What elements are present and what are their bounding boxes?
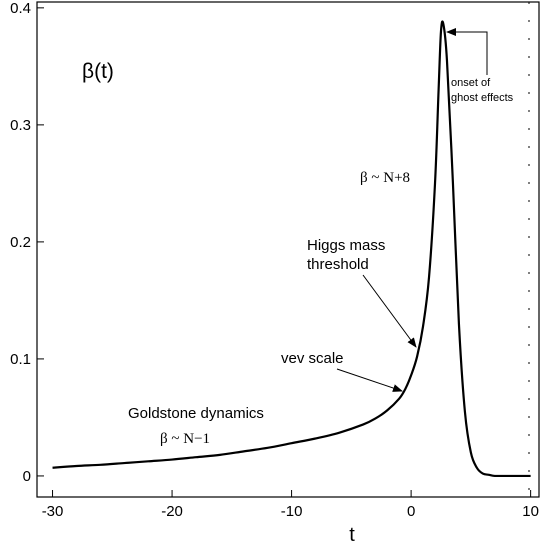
y-tick-label: 0.1	[10, 351, 31, 368]
annotation-higgs-arrow	[362, 274, 417, 348]
annotation-onset-line1: onset of	[451, 77, 491, 89]
y-tick-label: 0.4	[10, 0, 31, 17]
y-tick-label: 0.3	[10, 117, 31, 134]
plot-frame	[36, 1, 540, 498]
annotation-vev-arrow	[336, 368, 403, 392]
x-tick-label: -10	[281, 503, 303, 520]
y-tick-label: 0.2	[10, 234, 31, 251]
annotation-onset-line2: ghost effects	[451, 92, 514, 104]
x-axis-title: t	[349, 524, 355, 544]
y-axis-ticks: 0 0.1 0.2 0.3 0.4	[10, 0, 44, 485]
annotation-vev-scale: vev scale	[281, 350, 344, 367]
annotation-beta-n-plus-8: β ~ N+8	[360, 170, 410, 186]
annotation-beta-n-minus-1: β ~ N−1	[160, 431, 210, 447]
annotation-onset-arrow	[446, 28, 488, 75]
x-axis-ticks: -30 -20 -10 0 10	[42, 490, 539, 520]
x-tick-label: 10	[522, 503, 539, 520]
y-tick-label: 0	[23, 468, 31, 485]
beta-curve	[52, 20, 531, 478]
annotation-higgs-line2: threshold	[307, 256, 369, 273]
x-tick-label: 0	[407, 503, 415, 520]
x-tick-label: -20	[161, 503, 183, 520]
x-tick-label: -30	[42, 503, 64, 520]
annotation-higgs-line1: Higgs mass	[307, 237, 385, 254]
annotation-beta-title: β(t)	[82, 60, 114, 83]
annotation-goldstone: Goldstone dynamics	[128, 405, 264, 422]
